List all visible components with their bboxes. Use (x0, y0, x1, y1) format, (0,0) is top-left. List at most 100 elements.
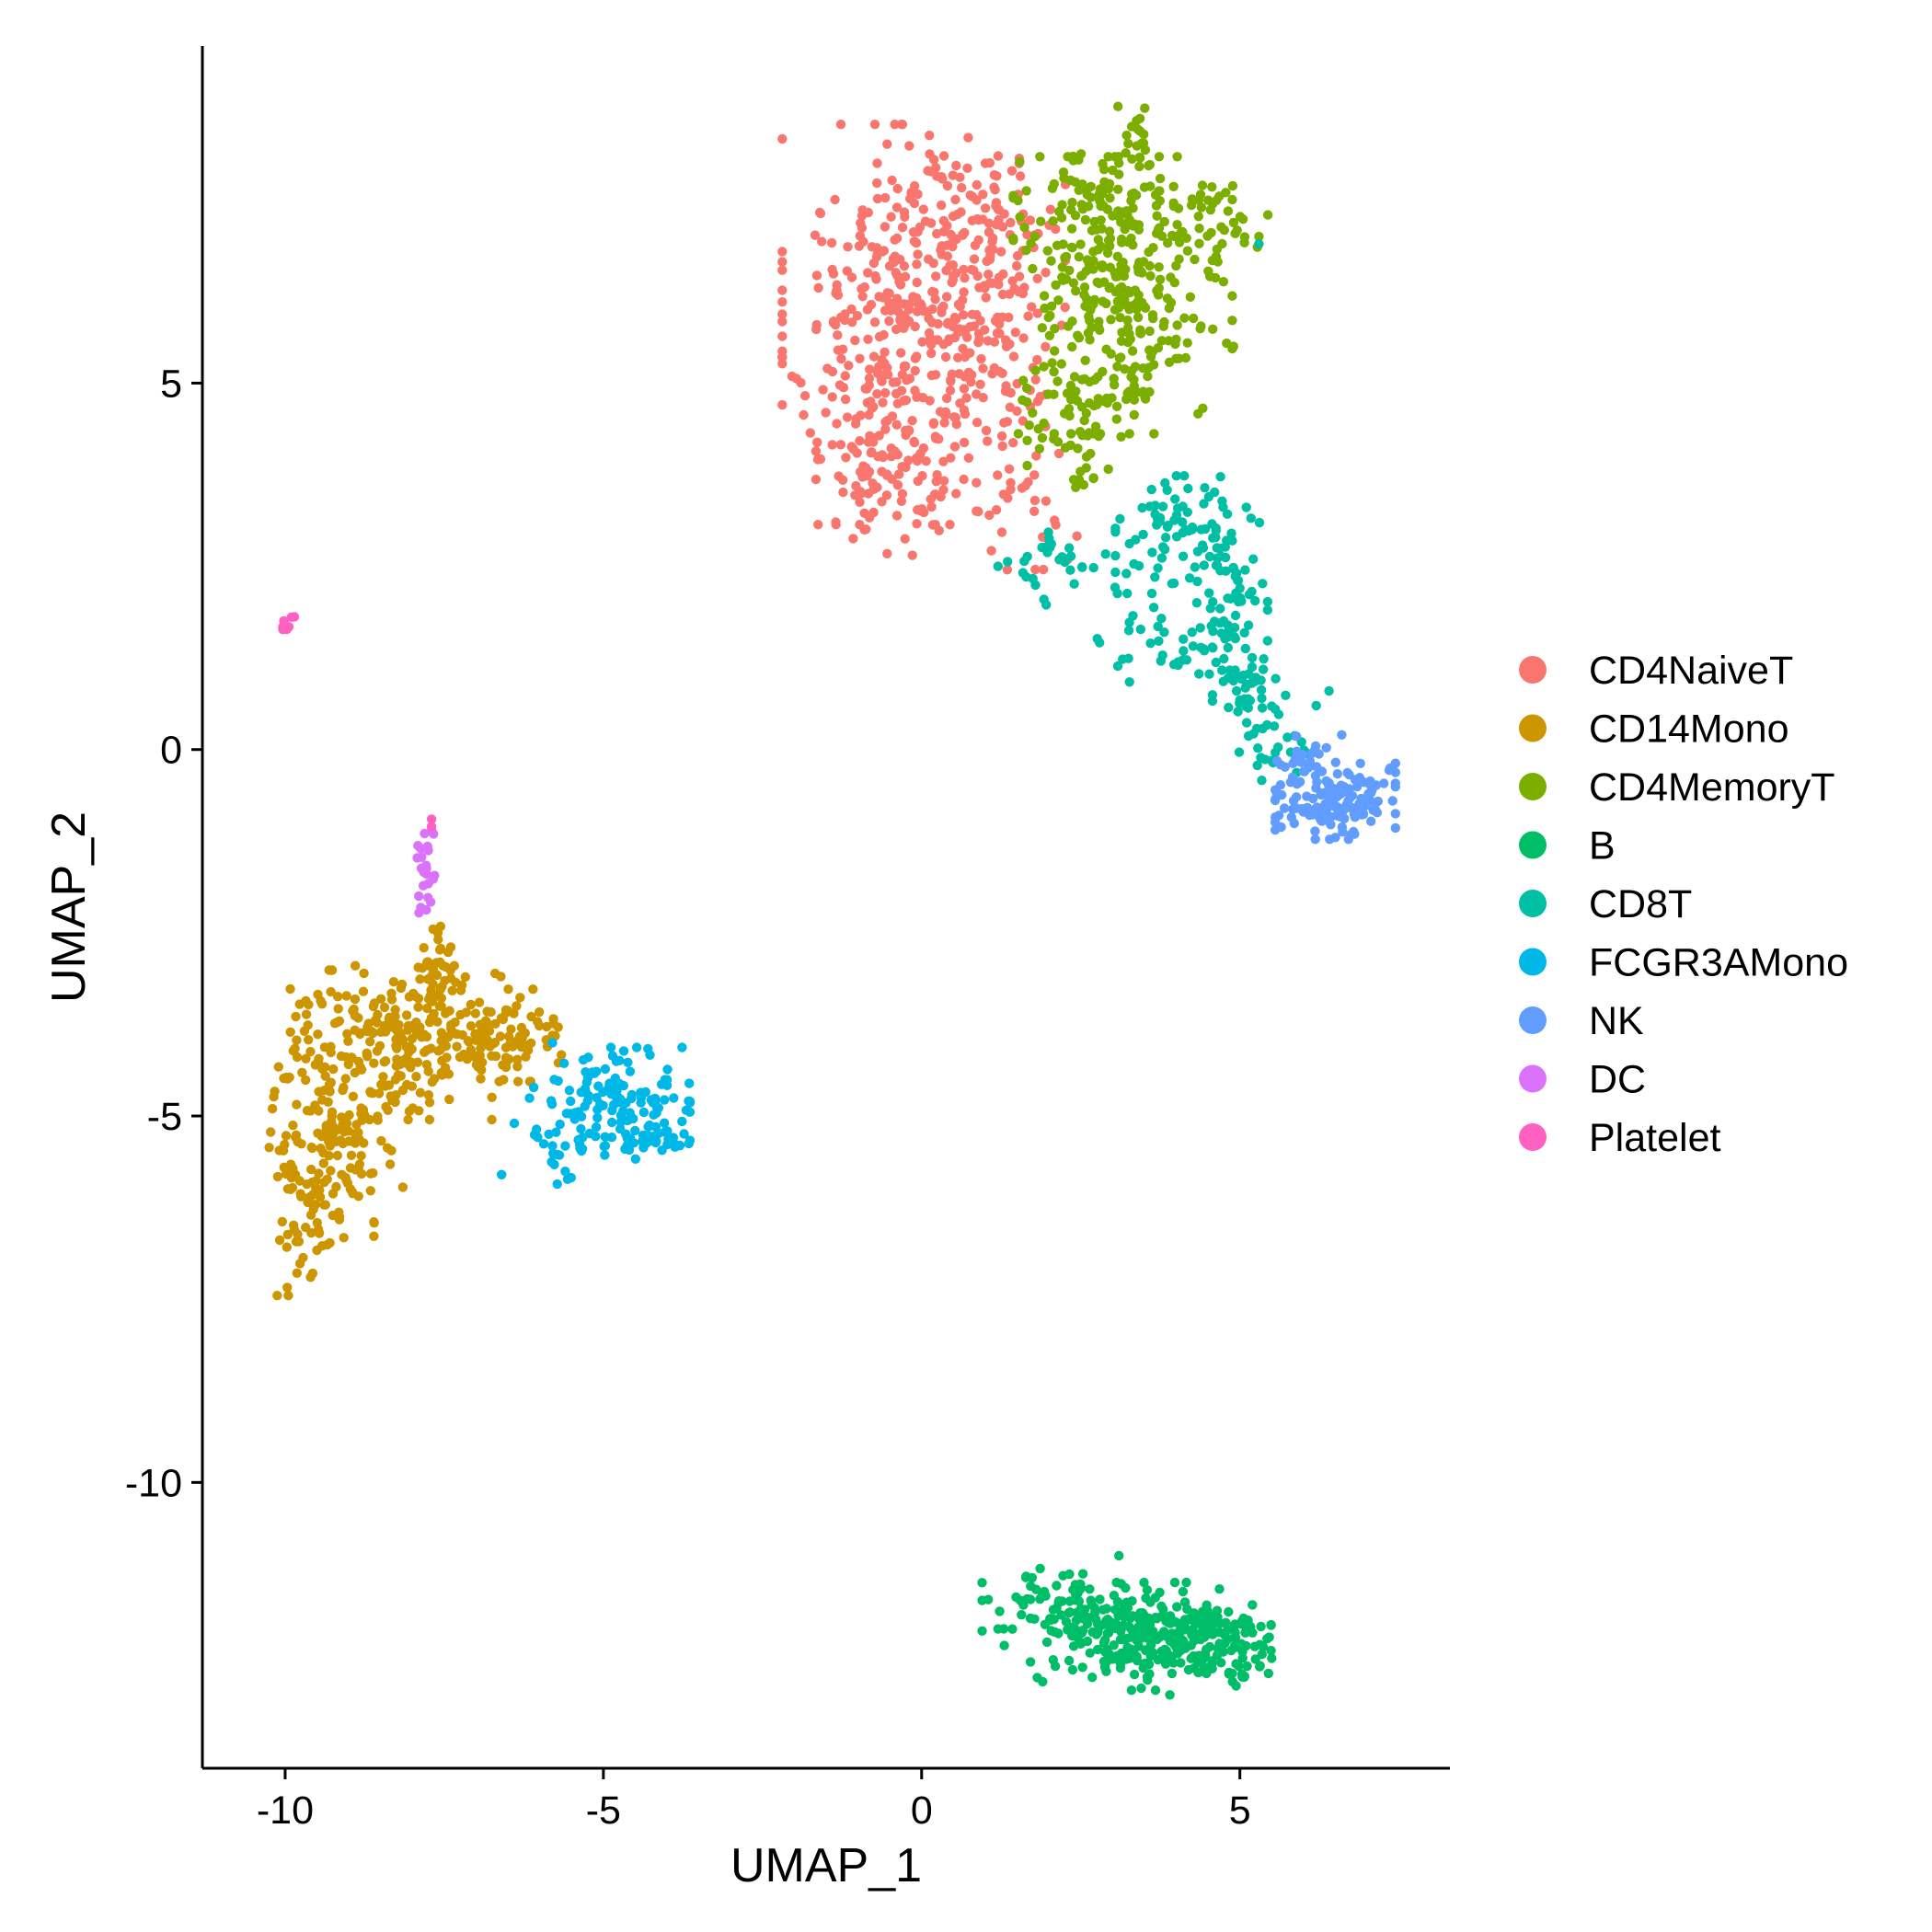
data-point (321, 1128, 332, 1139)
data-point (1225, 593, 1236, 604)
data-point (1256, 684, 1267, 696)
data-point (344, 1110, 354, 1121)
data-point (1018, 333, 1029, 343)
data-point (312, 1217, 322, 1228)
data-point (945, 520, 955, 530)
data-point (891, 324, 902, 335)
data-point (425, 991, 435, 1001)
data-point (318, 1158, 328, 1168)
data-point (638, 1107, 649, 1118)
data-point (1039, 291, 1050, 301)
data-point (314, 1227, 325, 1238)
data-point (989, 362, 1000, 374)
data-point (1126, 372, 1136, 382)
data-point (1187, 524, 1198, 535)
legend-label: CD8T (1589, 882, 1692, 926)
data-point (1204, 1641, 1215, 1652)
data-point (1067, 316, 1077, 327)
data-point (1139, 1577, 1149, 1588)
data-point (967, 309, 978, 319)
data-point (1087, 322, 1097, 333)
data-point (279, 616, 289, 627)
data-point (1133, 1635, 1144, 1645)
data-point (910, 353, 921, 363)
data-point (291, 1011, 301, 1022)
data-point (1214, 1584, 1225, 1594)
data-point (1205, 205, 1216, 215)
data-point (365, 1087, 376, 1098)
data-point (277, 1216, 287, 1227)
data-point (436, 1067, 446, 1078)
data-point (1355, 758, 1365, 768)
data-point (662, 1126, 673, 1136)
data-point (1092, 634, 1102, 644)
data-point (622, 1115, 633, 1126)
data-point (1207, 182, 1217, 192)
data-point (1085, 335, 1095, 345)
data-point (894, 469, 904, 479)
data-point (836, 353, 846, 364)
data-point (326, 1166, 336, 1176)
data-point (1349, 826, 1359, 837)
y-tick-label: 0 (160, 729, 182, 773)
data-point (1032, 354, 1042, 365)
data-point (777, 331, 788, 341)
legend-item-b: B (1519, 824, 1616, 868)
data-point (414, 1106, 424, 1116)
data-point (1121, 569, 1132, 579)
data-point (1144, 326, 1155, 337)
data-point (1227, 535, 1237, 546)
data-point (974, 334, 984, 344)
data-point (1076, 1638, 1087, 1648)
data-point (1221, 188, 1231, 198)
data-point (323, 1097, 333, 1108)
data-point (415, 1087, 426, 1098)
data-point (495, 1031, 506, 1041)
data-point (474, 997, 485, 1007)
data-point (1335, 811, 1345, 822)
data-point (343, 1036, 353, 1047)
data-point (1349, 809, 1360, 820)
data-point (401, 1041, 411, 1052)
data-point (309, 1178, 320, 1188)
data-point (416, 863, 427, 873)
data-point (1168, 181, 1179, 191)
data-point (1114, 1550, 1124, 1561)
data-point (1179, 634, 1189, 644)
data-point (595, 1098, 605, 1110)
data-point (643, 1121, 653, 1133)
data-point (993, 470, 1003, 480)
data-point (293, 1236, 305, 1247)
data-point (1328, 784, 1340, 794)
data-point (1154, 262, 1164, 272)
data-point (910, 321, 920, 332)
data-point (882, 415, 892, 426)
data-point (1080, 355, 1090, 365)
data-point (1252, 760, 1262, 771)
data-point (1075, 466, 1086, 477)
data-point (600, 1064, 611, 1075)
data-point (627, 1089, 637, 1100)
data-point (332, 1150, 342, 1161)
data-point (1121, 1633, 1132, 1644)
data-point (384, 1014, 394, 1024)
data-point (1013, 286, 1024, 297)
series-platelet (278, 612, 437, 832)
data-point (684, 1098, 696, 1108)
data-point (1197, 1666, 1207, 1677)
data-point (960, 273, 970, 283)
data-point (1170, 494, 1180, 504)
data-point (1039, 1586, 1050, 1597)
data-point (1390, 809, 1401, 819)
data-point (1111, 414, 1122, 424)
data-point (1003, 557, 1013, 567)
data-point (369, 1217, 379, 1227)
data-point (600, 1150, 610, 1160)
data-point (403, 1114, 413, 1125)
data-point (553, 1075, 563, 1087)
data-point (867, 447, 877, 457)
data-point (1081, 408, 1092, 419)
data-point (273, 1062, 283, 1072)
data-point (562, 1174, 573, 1185)
data-point (1263, 1668, 1274, 1679)
